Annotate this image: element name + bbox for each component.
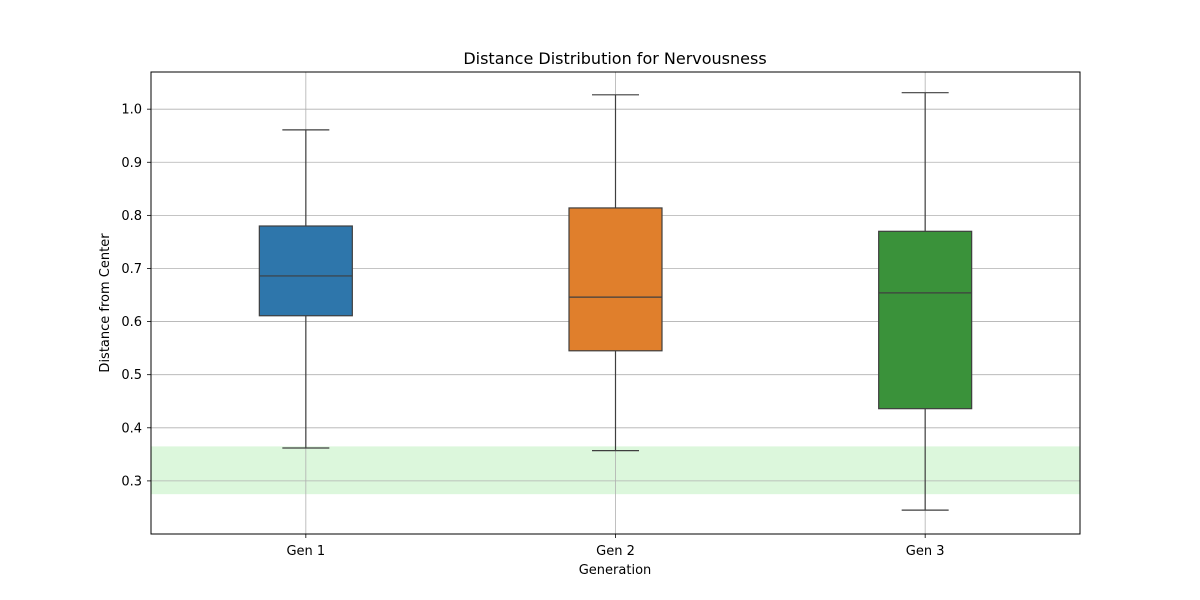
y-tick-label: 0.8 xyxy=(121,209,142,224)
y-axis-title: Distance from Center xyxy=(98,233,113,373)
box-2 xyxy=(568,94,663,452)
box-3 xyxy=(878,92,973,511)
y-tick-label: 0.6 xyxy=(121,315,142,330)
x-axis-title: Generation xyxy=(579,563,652,578)
x-tick-label: Gen 1 xyxy=(286,544,325,559)
y-tick-label: 0.3 xyxy=(121,474,142,489)
box-iqr xyxy=(258,225,353,317)
box-1 xyxy=(258,129,353,449)
y-tick-label: 0.9 xyxy=(121,156,142,171)
box-iqr xyxy=(568,207,663,352)
box-iqr xyxy=(878,230,973,410)
y-tick-label: 0.5 xyxy=(121,368,142,383)
y-tick-label: 0.4 xyxy=(121,421,142,436)
y-tick-label: 0.7 xyxy=(121,262,142,277)
x-tick-label: Gen 3 xyxy=(906,544,945,559)
y-tick-label: 1.0 xyxy=(121,103,142,118)
plot-frame xyxy=(150,71,1081,535)
chart-title: Distance Distribution for Nervousness xyxy=(463,49,766,68)
x-tick-label: Gen 2 xyxy=(596,544,635,559)
